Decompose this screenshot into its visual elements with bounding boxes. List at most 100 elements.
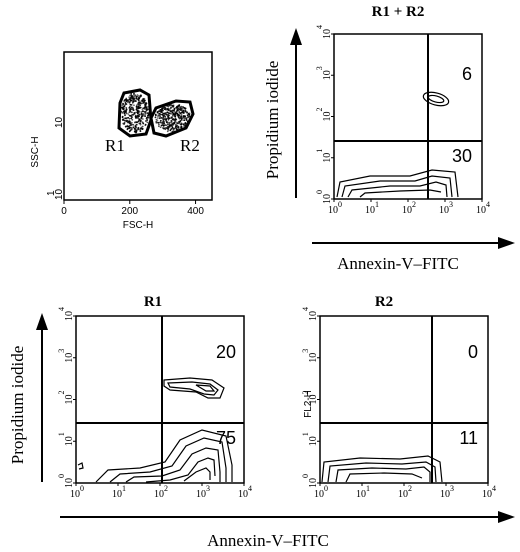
cell-dot — [178, 114, 181, 117]
panel-r1r2-y-arrow-head — [290, 28, 302, 45]
panel-r1r2-x-arrow-head — [498, 237, 515, 249]
y-tick-label: 10 — [308, 311, 319, 321]
y-tick-exponent: 2 — [315, 108, 324, 112]
cell-dot — [164, 106, 166, 109]
cell-dot — [134, 94, 137, 97]
y-tick-label: 10 — [322, 29, 333, 39]
cell-dot — [162, 123, 164, 126]
cell-dot — [157, 115, 159, 118]
cell-dot — [180, 113, 183, 116]
cell-dot — [135, 97, 138, 100]
cell-dot — [135, 131, 137, 134]
y-tick-label: 10 — [308, 395, 319, 405]
panel-r1r2-contour-1 — [336, 169, 459, 198]
scatter-panel: 10 10 1 SSC-H 0 200 400 FSC-H R1 R2 — [30, 51, 213, 231]
cell-dot — [138, 96, 141, 99]
cell-dot — [132, 123, 135, 126]
panel-r2-upper-right-value: 0 — [468, 342, 478, 362]
cell-dot — [133, 95, 136, 98]
y-tick-label: 10 — [64, 395, 75, 405]
cell-dot — [158, 123, 160, 126]
cell-dot — [137, 120, 140, 122]
cell-dot — [169, 121, 172, 124]
x-tick-label: 10 — [196, 489, 206, 500]
gate-r2-outline — [149, 99, 195, 138]
cell-dot — [127, 113, 130, 116]
cell-dot — [125, 106, 128, 109]
x-tick-label: 10 — [402, 205, 412, 216]
cell-dot — [160, 116, 163, 119]
x-tick-exponent: 0 — [338, 200, 342, 209]
cell-dot — [140, 111, 143, 113]
panel-r1-contour-4 — [145, 457, 216, 483]
cell-dot — [135, 129, 138, 132]
y-tick-label: 10 — [322, 153, 333, 163]
y-tick-label: 10 — [64, 478, 75, 488]
cell-dot — [143, 101, 146, 103]
cell-dot — [161, 113, 164, 116]
cell-dot — [178, 111, 181, 113]
panel-r1-y-arrow-head — [36, 313, 48, 330]
cell-dot — [160, 121, 163, 124]
cell-dot — [170, 119, 173, 122]
cell-dot — [181, 106, 184, 108]
x-tick-label: 10 — [482, 489, 492, 500]
cell-dot — [142, 113, 145, 115]
cell-dot — [128, 117, 131, 120]
cell-dot — [123, 105, 126, 108]
cell-dot — [122, 108, 125, 111]
cell-dot — [131, 118, 134, 121]
cell-dot — [165, 112, 168, 114]
cell-dot — [184, 115, 186, 118]
cell-dot — [141, 118, 144, 120]
cell-dot — [124, 114, 126, 117]
cell-dot — [135, 107, 138, 110]
cell-dot — [179, 120, 182, 122]
panel-r2-y-label: FL2-H — [303, 390, 314, 418]
cell-dot — [170, 112, 172, 115]
panel-r1r2-title: R1 + R2 — [372, 4, 425, 20]
cell-dot — [144, 105, 147, 108]
x-tick-exponent: 2 — [412, 200, 416, 209]
bottom-axis: Annexin-V–FITC — [60, 511, 515, 550]
scatter-x-ticks: 0 200 400 — [61, 200, 204, 217]
cell-dot — [130, 123, 133, 126]
cell-dot — [176, 107, 178, 110]
cell-dot — [141, 108, 144, 111]
scatter-frame — [63, 51, 213, 201]
x-tick-label: 10 — [112, 489, 122, 500]
panel-r2-title: R2 — [375, 294, 393, 310]
scatter-y-label: SSC-H — [30, 136, 41, 167]
x-tick-exponent: 4 — [486, 200, 490, 209]
cell-dot — [180, 108, 183, 111]
cell-dot — [141, 99, 144, 102]
cell-dot — [169, 129, 172, 132]
cell-dot — [170, 110, 173, 112]
cell-dot — [159, 108, 162, 111]
cell-dot — [174, 113, 177, 115]
cell-dot — [137, 115, 140, 118]
cell-dot — [147, 108, 149, 111]
cell-dot — [138, 119, 141, 121]
cell-dot — [129, 98, 131, 100]
x-tick-label: 10 — [328, 205, 338, 216]
y-tick-exponent: 4 — [301, 307, 310, 311]
x-tick-label: 10 — [238, 489, 248, 500]
panel-r2-contour-4 — [345, 472, 423, 483]
cell-dot — [126, 125, 129, 128]
y-tick-exponent: 1 — [301, 432, 310, 436]
cell-dot — [136, 94, 139, 96]
cell-dot — [130, 115, 133, 117]
cell-dot — [168, 109, 171, 112]
cell-dot — [135, 108, 138, 111]
cell-dot — [141, 110, 144, 113]
cell-dot — [158, 110, 160, 113]
cell-dot — [136, 114, 139, 117]
cell-dot — [182, 115, 185, 117]
y-tick-label: 10 — [308, 353, 319, 363]
cell-dot — [164, 124, 167, 127]
cell-dot — [134, 121, 136, 124]
panel-r1-contour-2 — [109, 437, 227, 483]
panel-r2-contour-2 — [327, 461, 437, 483]
